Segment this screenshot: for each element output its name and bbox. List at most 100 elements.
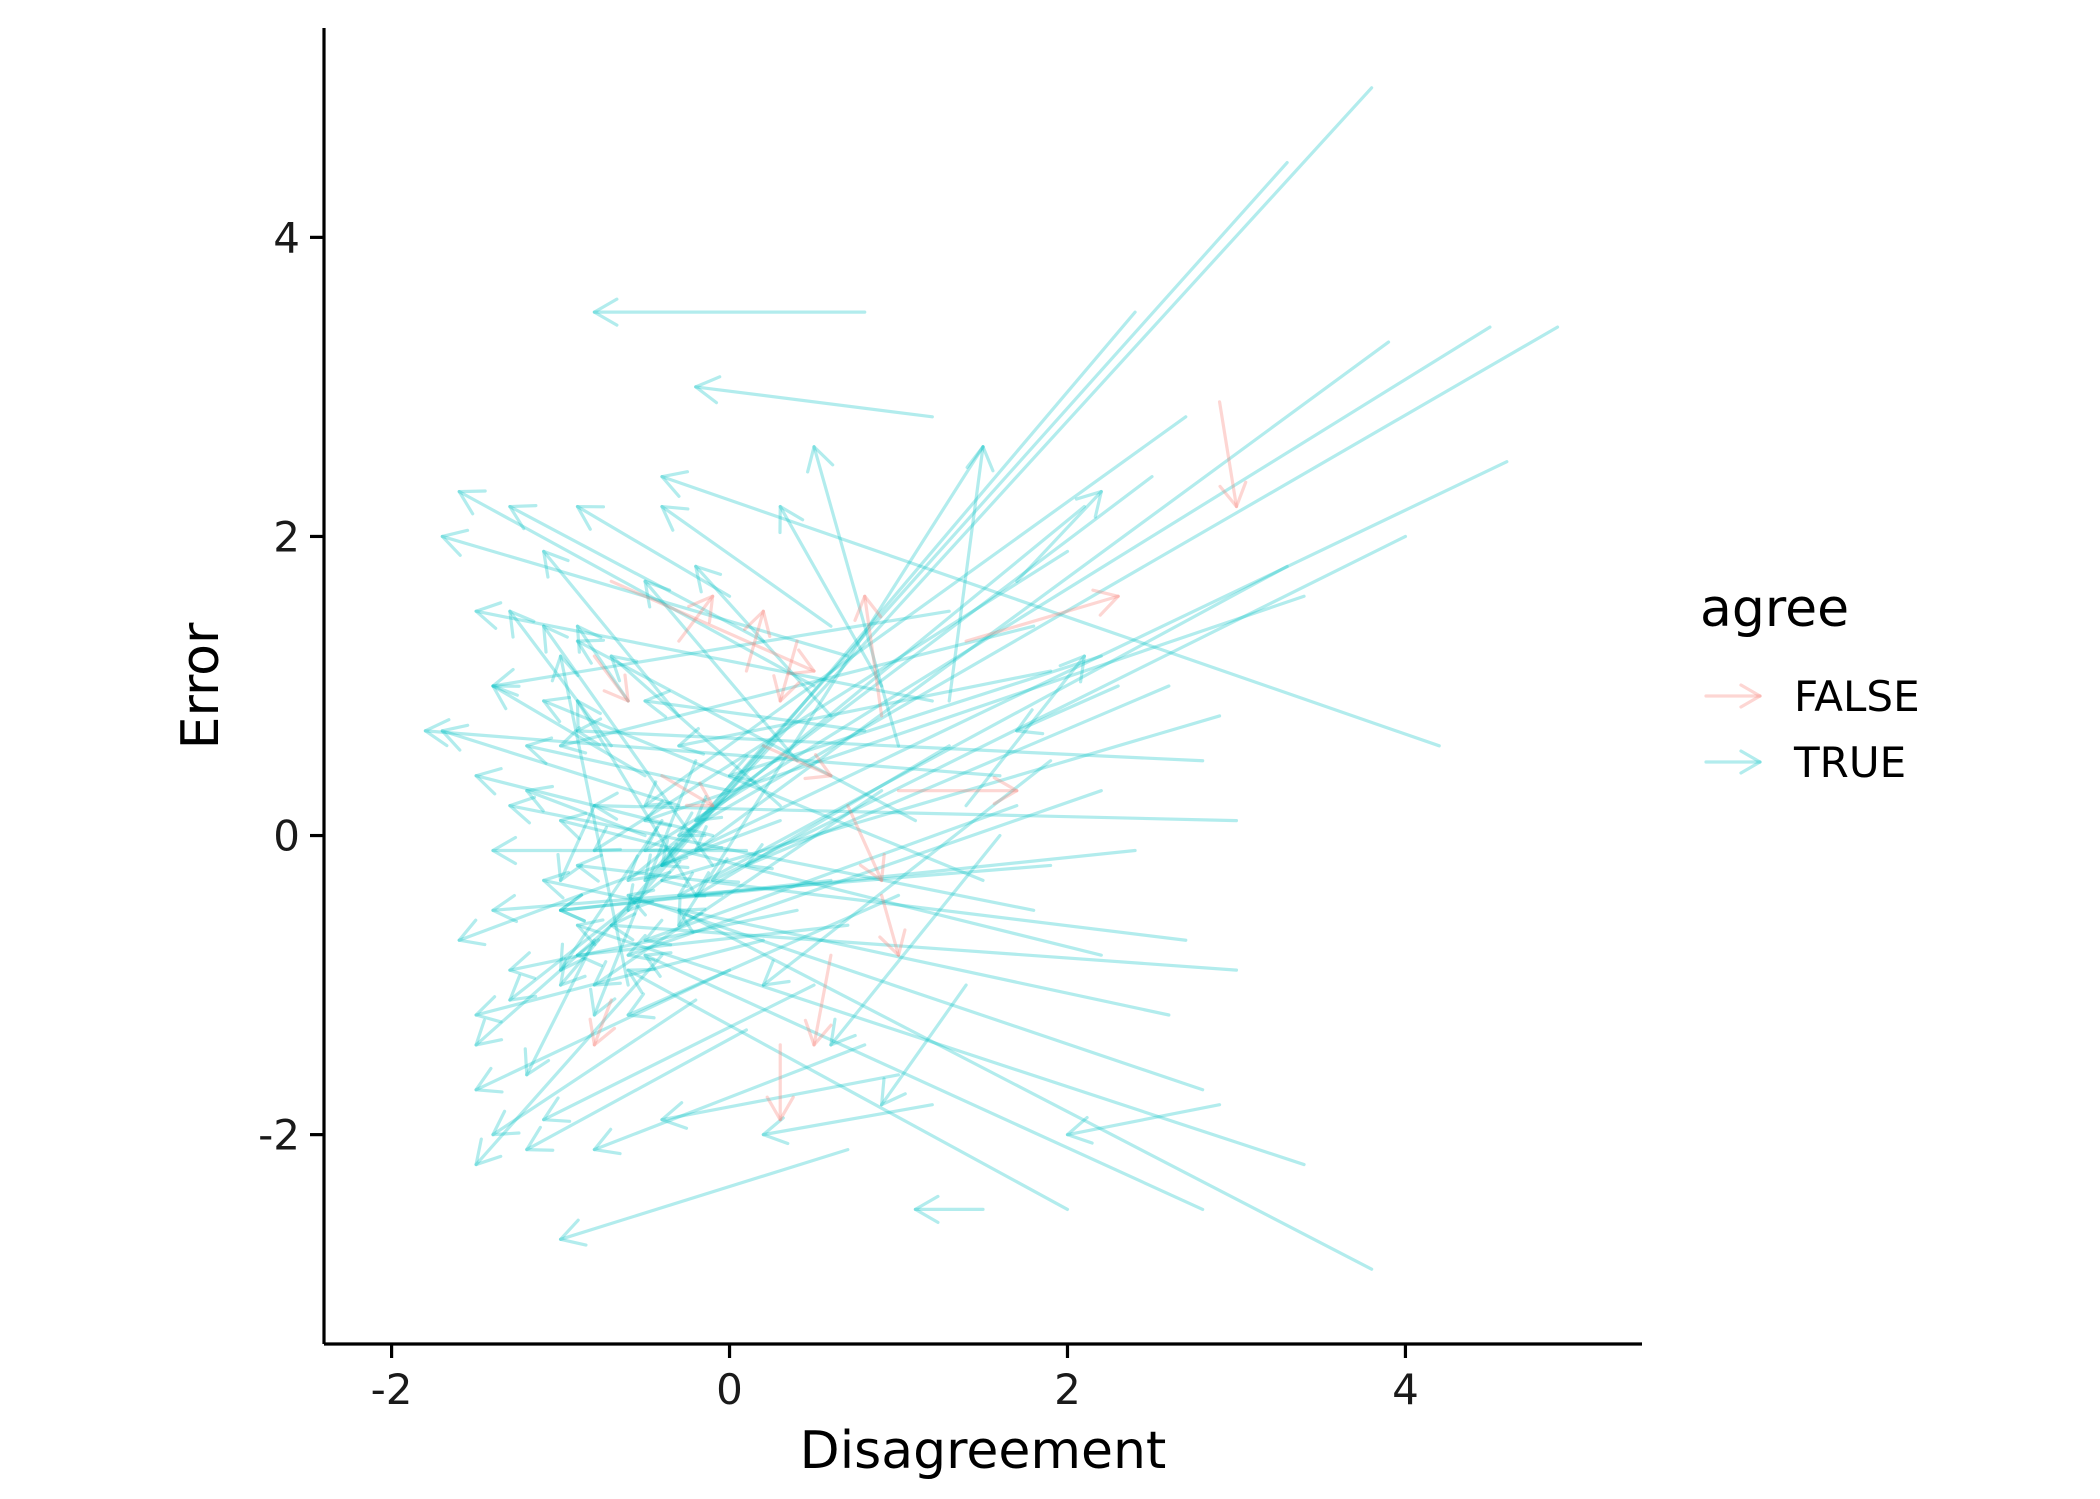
arrow-true-89 (727, 654, 1103, 783)
legend: agree FALSE TRUE (1700, 579, 1920, 787)
arrow-true-59 (558, 1147, 850, 1247)
arrow-true-19 (491, 609, 951, 697)
arrow-true-17 (592, 549, 1070, 853)
arrow-false-8 (803, 953, 833, 1047)
arrow-true-40 (575, 504, 732, 598)
arrow-true-91 (643, 689, 867, 733)
arrow-segments (423, 86, 1560, 1271)
arrow-false-3 (743, 609, 772, 673)
arrow-true-74 (609, 654, 782, 808)
x-axis-title: Disagreement (800, 1421, 1167, 1481)
arrow-true-88 (744, 684, 1171, 871)
arrow-true-96 (589, 759, 698, 1017)
arrow-true-36 (474, 601, 934, 703)
arrow-true-52 (491, 998, 698, 1137)
arrow-true-56 (592, 1043, 867, 1156)
arrow-true-58 (761, 1103, 934, 1146)
arrow-true-80 (761, 759, 1053, 987)
arrow-true-12 (660, 470, 1441, 748)
arrow-true-43 (806, 445, 901, 748)
arrow-false-11 (677, 594, 715, 643)
arrow-true-45 (1015, 489, 1103, 583)
x-tick-label: 0 (716, 1365, 743, 1414)
arrow-false-4 (609, 579, 816, 676)
legend-key-true (1704, 749, 1762, 775)
arrow-true-85 (575, 923, 850, 968)
arrow-true-66 (508, 878, 664, 1002)
x-tick-label: 4 (1392, 1365, 1419, 1414)
arrow-false-7 (765, 1043, 795, 1122)
arrow-true-15 (643, 415, 1188, 808)
arrow-true-54 (525, 1028, 749, 1152)
arrow-true-73 (694, 564, 833, 718)
arrow-true-99 (556, 804, 596, 883)
arrow-true-21 (592, 791, 1239, 823)
legend-label-true: TRUE (1793, 738, 1906, 787)
arrow-true-30 (1065, 1103, 1222, 1145)
arrow-true-77 (508, 795, 1036, 912)
arrow-true-14 (626, 504, 1086, 883)
arrow-false-15 (588, 998, 617, 1047)
arrow-false-2 (896, 776, 1019, 806)
y-tick-label: 0 (273, 812, 300, 861)
legend-key-false (1704, 683, 1762, 709)
arrow-true-13 (694, 475, 1154, 823)
arrow-true-92 (575, 699, 698, 897)
arrow-false-5 (853, 594, 884, 718)
arrow-true-8 (711, 534, 1408, 884)
arrow-true-86 (694, 744, 951, 897)
arrow-false-1 (964, 588, 1120, 643)
arrow-true-75 (575, 638, 918, 823)
arrow-true-41 (660, 504, 833, 628)
arrow-true-98 (550, 654, 630, 987)
arrow-false-12 (592, 654, 630, 703)
y-tick-label: 4 (273, 213, 300, 262)
arrow-true-39 (508, 504, 765, 643)
arrow-true-64 (491, 684, 647, 778)
arrow-true-48 (558, 878, 833, 923)
arrow-true-22 (660, 714, 1222, 889)
arrow-false-9 (878, 893, 907, 957)
y-axis-title: Error (171, 622, 231, 749)
legend-entries: FALSE TRUE (1704, 672, 1920, 787)
arrow-true-81 (829, 833, 1002, 1047)
arrow-true-37 (440, 528, 850, 658)
arrow-true-69 (525, 784, 647, 838)
arrow-true-5 (660, 460, 1509, 870)
arrow-true-84 (592, 789, 884, 987)
arrow-true-53 (474, 953, 664, 1167)
arrow-true-2 (626, 310, 1137, 912)
arrow-true-50 (474, 938, 765, 1024)
arrow-true-70 (542, 549, 681, 718)
arrow-true-67 (474, 908, 630, 1047)
arrow-true-38 (457, 489, 816, 688)
arrow-true-29 (626, 967, 1070, 1212)
arrow-true-90 (677, 669, 1053, 756)
arrow-true-33 (558, 811, 1103, 957)
arrow-true-65 (508, 609, 613, 748)
arrow-false-0 (1217, 400, 1248, 509)
arrow-true-49 (508, 908, 799, 980)
arrow-true-87 (643, 804, 1019, 947)
arrow-true-95 (558, 818, 664, 972)
arrow-true-60 (440, 723, 681, 808)
arrow-true-10 (694, 375, 934, 419)
arrow-true-16 (677, 445, 985, 927)
arrow-true-44 (947, 445, 995, 703)
arrow-true-24 (609, 912, 1239, 972)
arrow-false-6 (761, 744, 833, 781)
arrow-true-34 (491, 863, 1053, 924)
arrow-true-51 (474, 968, 732, 1094)
arrow-true-97 (558, 744, 765, 987)
arrow-true-76 (542, 695, 985, 883)
axes: -2 0 2 4 -2 0 2 4 (258, 28, 1642, 1414)
arrow-true-61 (474, 767, 715, 838)
x-tick-label: 2 (1054, 1365, 1081, 1414)
y-tick-label: 2 (273, 512, 300, 561)
arrow-true-83 (626, 893, 901, 1020)
arrow-true-78 (558, 848, 1137, 923)
arrow-true-47 (1015, 684, 1120, 736)
arrow-true-82 (880, 983, 968, 1107)
arrow-false-14 (772, 639, 801, 703)
